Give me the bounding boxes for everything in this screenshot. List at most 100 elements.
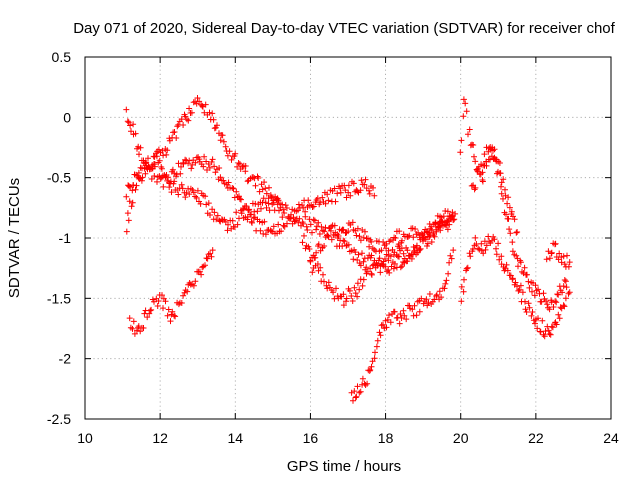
data-point (225, 221, 231, 228)
data-point (442, 208, 449, 214)
data-point (383, 324, 390, 331)
data-point (483, 144, 490, 151)
data-point (443, 222, 450, 229)
data-point (256, 188, 263, 195)
data-point (229, 185, 236, 191)
data-point (154, 178, 160, 185)
data-point (496, 160, 503, 166)
data-point (151, 163, 158, 170)
data-point (202, 193, 209, 200)
data-point (517, 259, 524, 266)
data-point (277, 204, 284, 211)
data-point (547, 331, 554, 338)
data-point (440, 213, 447, 220)
data-point (504, 200, 511, 207)
data-point (354, 383, 361, 390)
data-point (167, 318, 174, 325)
data-point (160, 183, 167, 190)
data-point (430, 232, 437, 239)
data-point (242, 168, 249, 175)
data-point (159, 292, 165, 299)
data-point (498, 253, 505, 260)
data-point (524, 271, 530, 278)
data-point (497, 170, 504, 177)
data-point (475, 245, 482, 252)
data-point (354, 257, 361, 263)
data-point (538, 298, 545, 305)
data-point (560, 253, 567, 260)
x-axis-label: GPS time / hours (287, 458, 401, 475)
data-point (257, 227, 264, 234)
data-point (345, 182, 352, 189)
data-point (460, 113, 467, 120)
data-point (312, 254, 319, 261)
x-tick-label: 14 (227, 430, 243, 446)
data-point (314, 195, 321, 202)
data-point (401, 312, 408, 319)
data-point (548, 249, 555, 256)
data-point (139, 174, 146, 181)
data-point (423, 228, 430, 235)
data-point (183, 116, 190, 123)
data-point (366, 187, 372, 194)
data-point (255, 175, 262, 181)
data-point (331, 185, 338, 192)
data-point (172, 313, 179, 320)
data-point (316, 231, 323, 237)
data-point (217, 137, 224, 144)
data-point (302, 245, 309, 252)
data-point (403, 316, 410, 323)
data-point (188, 165, 195, 172)
grid-lines (85, 57, 611, 419)
data-point (396, 228, 403, 235)
data-point (423, 296, 430, 303)
data-point (385, 267, 392, 273)
series-sat-k (543, 240, 573, 270)
data-point (373, 343, 380, 350)
data-point (238, 196, 244, 203)
data-point (335, 233, 342, 239)
data-point (190, 282, 197, 289)
data-point (309, 229, 315, 236)
data-point (349, 298, 356, 304)
data-point (415, 229, 422, 236)
y-tick-label: -1 (59, 230, 72, 246)
data-point (410, 234, 417, 241)
data-point (399, 237, 405, 244)
data-point (236, 161, 243, 167)
data-point (420, 235, 427, 242)
data-point (515, 287, 522, 294)
data-point (194, 95, 201, 101)
data-point (145, 163, 152, 170)
data-point (380, 239, 387, 245)
data-point (196, 268, 203, 275)
data-point (498, 179, 505, 186)
data-point (391, 260, 398, 267)
data-point (509, 275, 516, 282)
data-point (310, 203, 317, 210)
data-point (124, 118, 131, 125)
data-point (209, 156, 216, 163)
data-point (174, 123, 181, 130)
series-sat-g (348, 247, 457, 404)
data-point (519, 289, 526, 296)
data-point (235, 160, 242, 166)
data-point (565, 290, 572, 297)
data-point (317, 264, 324, 271)
data-point (550, 304, 557, 310)
data-point (252, 182, 259, 189)
data-point (371, 355, 378, 362)
data-point (317, 247, 324, 254)
data-point (372, 349, 378, 356)
data-point (325, 197, 332, 204)
data-point (258, 205, 264, 212)
data-point (196, 156, 203, 163)
data-point (351, 284, 358, 291)
data-point (138, 177, 145, 184)
data-point (352, 394, 359, 401)
data-point (190, 189, 197, 196)
data-point (266, 207, 273, 214)
data-point (541, 333, 548, 340)
data-point (130, 318, 137, 325)
data-point (302, 208, 309, 215)
